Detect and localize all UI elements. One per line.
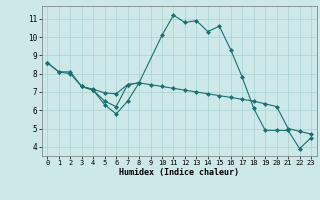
X-axis label: Humidex (Indice chaleur): Humidex (Indice chaleur) xyxy=(119,168,239,177)
